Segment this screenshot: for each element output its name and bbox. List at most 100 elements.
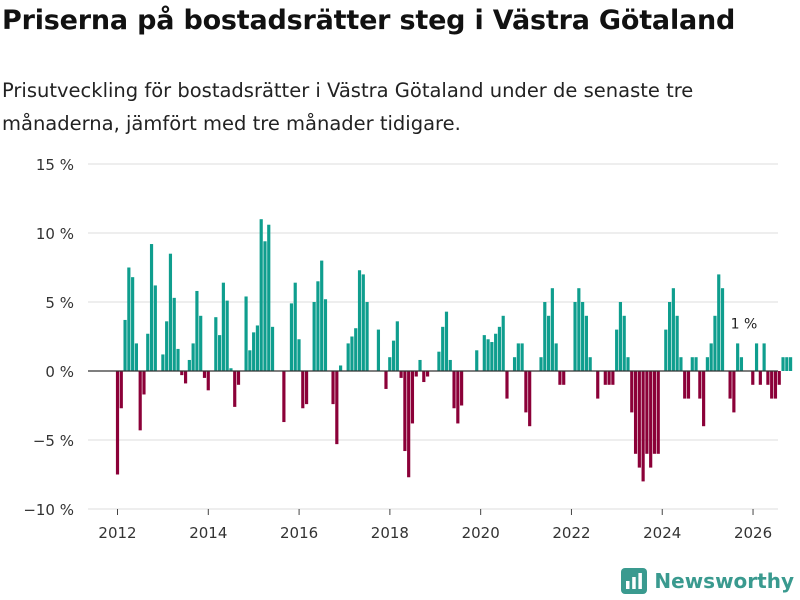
bar (384, 371, 388, 389)
bar (263, 241, 267, 371)
bar (441, 326, 445, 371)
bar (773, 371, 778, 399)
bar (354, 328, 358, 371)
bar (554, 343, 558, 371)
bar (766, 371, 770, 385)
bar (581, 302, 585, 371)
x-tick-label: 2014 (189, 524, 227, 542)
bar (146, 333, 150, 371)
bar (528, 371, 532, 427)
bar (206, 371, 210, 391)
bar (781, 357, 785, 371)
bar (770, 371, 774, 399)
bar (630, 371, 634, 413)
bar (751, 371, 755, 385)
bar (138, 371, 142, 431)
bar (316, 281, 320, 371)
y-tick-label: −5 % (33, 432, 74, 450)
bar (229, 368, 233, 371)
bar (539, 357, 543, 371)
y-tick-label: 5 % (45, 294, 74, 312)
bar (690, 357, 694, 371)
bar (331, 371, 335, 405)
bar (720, 288, 725, 371)
bar (301, 371, 305, 409)
bar (584, 315, 588, 371)
bar (391, 340, 396, 371)
bar (297, 339, 301, 371)
bar (395, 321, 399, 371)
y-tick-label: 10 % (36, 225, 74, 243)
bar (709, 343, 713, 371)
bar (637, 371, 641, 468)
bar (127, 267, 131, 371)
bar (293, 282, 297, 371)
bar (702, 371, 706, 427)
bar (777, 371, 781, 385)
bar (494, 333, 498, 371)
bar (596, 371, 600, 399)
bar (686, 371, 691, 399)
bar (218, 335, 222, 371)
bar (713, 315, 717, 371)
bar (361, 274, 365, 371)
bar (618, 302, 623, 371)
bar (573, 302, 577, 371)
bar (161, 354, 165, 371)
x-tick-label: 2024 (643, 524, 681, 542)
bar (259, 219, 263, 371)
brand-name: Newsworthy (654, 569, 794, 593)
bar (558, 371, 562, 385)
bar (252, 332, 256, 371)
bar (615, 329, 619, 371)
bar (403, 371, 407, 452)
y-tick-label: −10 % (23, 501, 74, 519)
bar (244, 296, 248, 371)
bar (312, 302, 316, 371)
bar (357, 270, 362, 371)
bar (694, 357, 698, 371)
bar (422, 371, 426, 383)
bar (758, 371, 762, 385)
bar (214, 317, 218, 371)
bar (444, 311, 449, 371)
bar (236, 371, 241, 385)
bar (134, 343, 139, 371)
bar (410, 371, 415, 424)
x-tick-label: 2020 (462, 524, 500, 542)
bar (641, 371, 645, 482)
bar (255, 325, 260, 371)
bar (645, 371, 649, 454)
bar (524, 371, 528, 413)
bar (732, 371, 736, 413)
bar (282, 371, 286, 423)
bar (460, 371, 464, 406)
bar (335, 371, 339, 445)
bar (728, 371, 732, 399)
bar (671, 288, 675, 371)
bar (520, 343, 524, 371)
bar (626, 357, 630, 371)
y-tick-label: 15 % (36, 156, 74, 174)
bar (546, 315, 551, 371)
bar (497, 326, 502, 371)
bar (512, 357, 517, 371)
bar (119, 371, 123, 409)
bar (165, 321, 169, 371)
bar (652, 371, 657, 454)
bar (172, 297, 176, 371)
bar (785, 357, 789, 371)
bar (407, 371, 411, 478)
bar (339, 365, 343, 371)
bar (482, 335, 486, 371)
bar (225, 300, 229, 371)
bar (414, 371, 418, 377)
bar (346, 343, 350, 371)
brand-logo: Newsworthy (621, 568, 794, 594)
chart-subtitle: Prisutveckling för bostadsrätter i Västr… (2, 79, 694, 135)
bar (123, 319, 127, 371)
bar (202, 371, 207, 378)
bar (683, 371, 687, 399)
bar (437, 351, 441, 371)
